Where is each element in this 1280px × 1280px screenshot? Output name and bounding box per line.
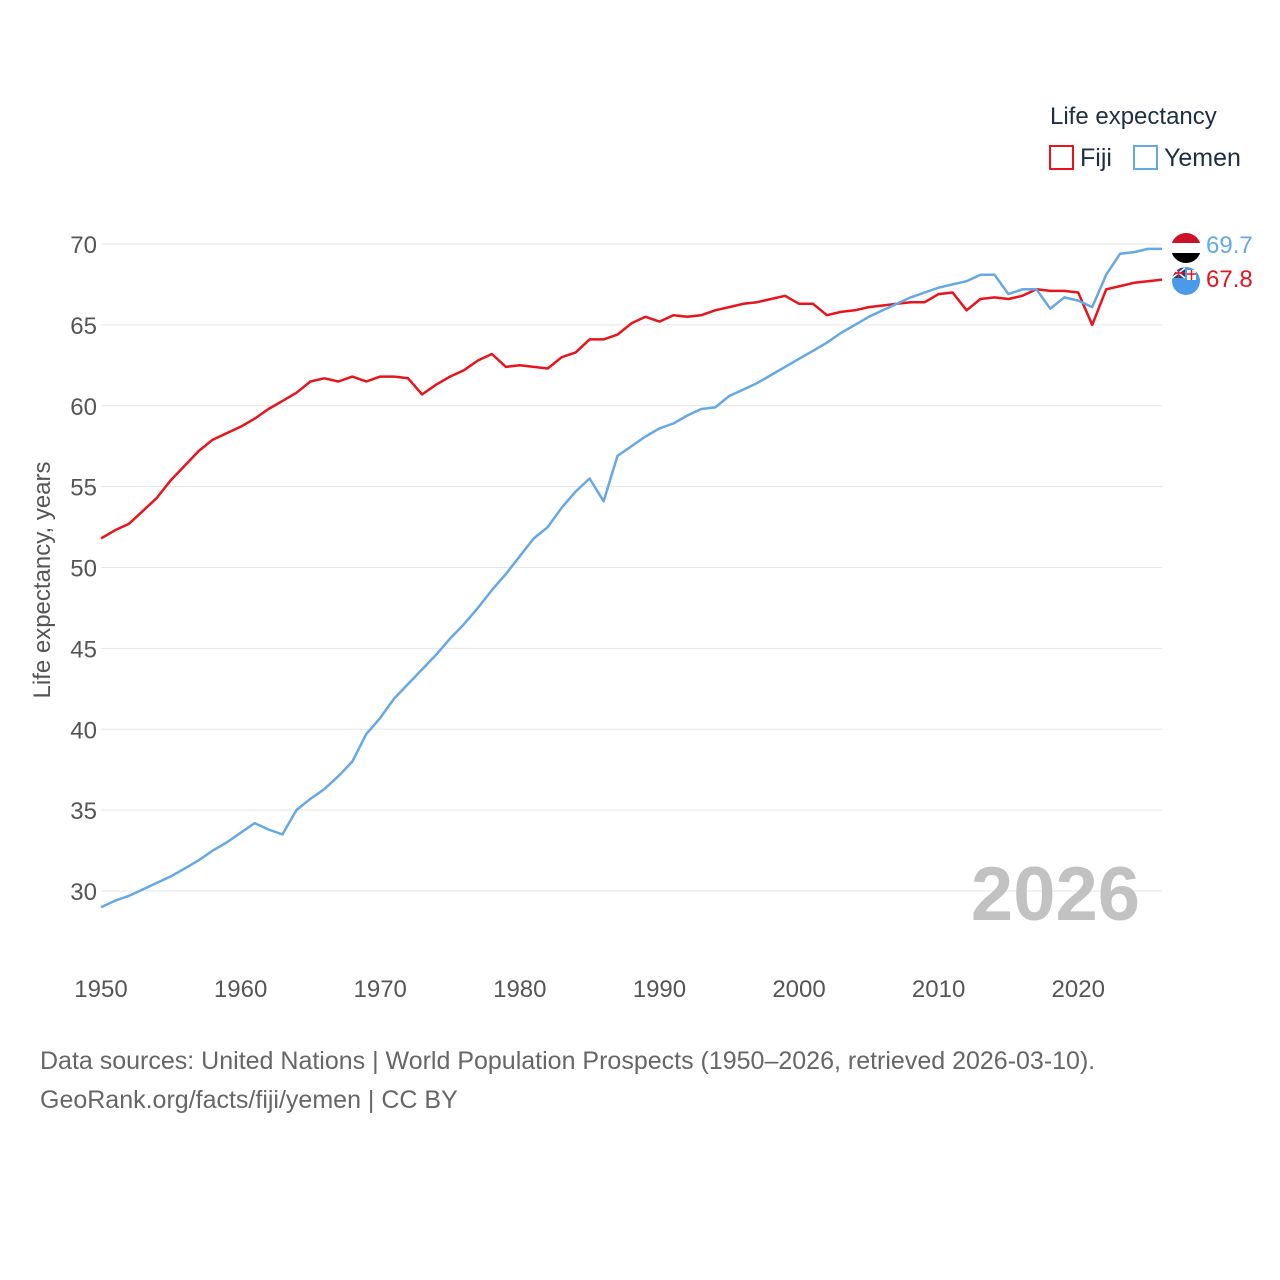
x-tick-label: 2020 xyxy=(1052,976,1105,1003)
end-label-fiji: 67.8 xyxy=(1206,266,1253,293)
y-tick-label: 40 xyxy=(70,717,97,744)
y-tick-label: 65 xyxy=(70,313,97,340)
legend-swatch-fiji xyxy=(1049,145,1074,170)
y-tick-label: 45 xyxy=(70,636,97,663)
x-tick-label: 1960 xyxy=(214,976,267,1003)
yemen-flag-icon xyxy=(1171,233,1201,263)
end-label-yemen: 69.7 xyxy=(1206,232,1253,259)
x-tick-label: 1970 xyxy=(354,976,407,1003)
data-source-note: Data sources: United Nations | World Pop… xyxy=(40,1047,1096,1075)
footer: Data sources: United Nations | World Pop… xyxy=(40,1042,1095,1120)
y-axis-label: Life expectancy, years xyxy=(29,461,56,698)
gridlines xyxy=(101,243,1162,892)
legend-title: Life expectancy xyxy=(1050,103,1217,130)
legend-label-yemen: Yemen xyxy=(1164,144,1241,172)
legend-item-fiji[interactable]: Fiji xyxy=(1049,144,1112,172)
y-tick-label: 55 xyxy=(70,475,97,502)
attribution-link[interactable]: GeoRank.org/facts/fiji/yemen | CC BY xyxy=(40,1086,458,1114)
y-tick-label: 30 xyxy=(70,879,97,906)
x-tick-label: 1950 xyxy=(74,976,127,1003)
y-tick-label: 35 xyxy=(70,798,97,825)
x-tick-label: 2000 xyxy=(772,976,825,1003)
x-tick-label: 2010 xyxy=(912,976,965,1003)
x-tick-label: 1980 xyxy=(493,976,546,1003)
legend-item-yemen[interactable]: Yemen xyxy=(1133,144,1241,172)
legend-swatch-yemen xyxy=(1133,145,1158,170)
x-axis-ticks: 1950 1960 1970 1980 1990 2000 2010 2020 xyxy=(74,976,1105,1003)
y-tick-label: 70 xyxy=(70,232,97,259)
y-tick-label: 60 xyxy=(70,394,97,421)
series-line-yemen xyxy=(100,247,1162,909)
x-tick-label: 1990 xyxy=(633,976,686,1003)
legend-label-fiji: Fiji xyxy=(1080,144,1112,172)
series-line-fiji xyxy=(100,278,1163,540)
y-axis-ticks: 30 35 40 45 50 55 60 65 70 xyxy=(70,232,97,906)
fiji-flag-icon xyxy=(1172,267,1200,295)
year-label: 2026 xyxy=(971,852,1140,937)
legend: Life expectancy Fiji Yemen xyxy=(1049,103,1241,172)
y-tick-label: 50 xyxy=(70,556,97,583)
